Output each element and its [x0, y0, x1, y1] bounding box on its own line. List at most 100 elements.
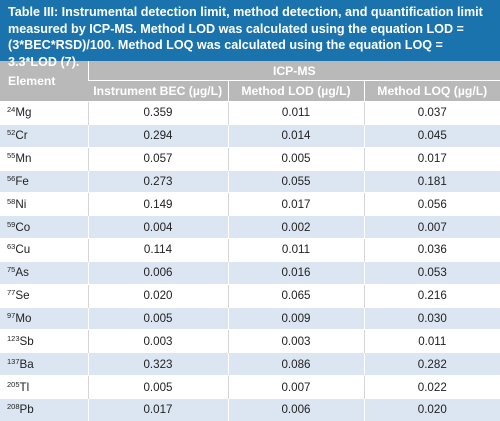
instrument-bec-cell: 0.359	[87, 101, 228, 125]
table-row: 59Co 0.004 0.002 0.007	[0, 215, 500, 239]
element-symbol: Ba	[19, 357, 34, 371]
instrument-bec-cell: 0.149	[87, 192, 228, 216]
element-symbol: Cr	[15, 129, 28, 143]
method-lod-cell: 0.003	[227, 329, 364, 353]
method-loq-cell: 0.056	[363, 192, 500, 216]
method-loq-cell: 0.017	[363, 146, 500, 171]
method-lod-cell: 0.055	[227, 169, 364, 193]
element-cell: 205Tl	[0, 375, 88, 399]
method-loq-cell: 0.036	[363, 238, 500, 262]
element-symbol: Tl	[19, 380, 30, 394]
mass-number: 205	[7, 379, 20, 389]
table-row: 55Mn 0.057 0.005 0.017	[0, 146, 500, 171]
element-cell: 59Co	[0, 215, 88, 239]
method-lod-cell: 0.086	[227, 352, 364, 376]
element-symbol: Ni	[15, 197, 27, 211]
instrument-bec-cell: 0.005	[87, 306, 228, 330]
mass-number: 97	[7, 311, 16, 321]
method-lod-cell: 0.016	[227, 260, 364, 285]
table-body: 24Mg 0.359 0.011 0.037 52Cr 0.294 0.014 0.045 55…	[0, 101, 500, 421]
element-cell: 77Se	[0, 283, 88, 308]
mass-number: 55	[7, 151, 16, 161]
table-row: 75As 0.006 0.016 0.053	[0, 260, 500, 285]
header-icp-ms: ICP-MS	[87, 61, 500, 81]
method-lod-cell: 0.009	[227, 306, 364, 330]
method-lod-cell: 0.005	[227, 146, 364, 171]
method-lod-cell: 0.011	[227, 101, 364, 125]
instrument-bec-cell: 0.294	[87, 123, 228, 148]
instrument-bec-cell: 0.003	[87, 329, 228, 353]
method-loq-cell: 0.007	[363, 215, 500, 239]
method-lod-cell: 0.014	[227, 123, 364, 148]
caption-text: : Instrumental detection limit, method d…	[8, 5, 483, 69]
table-row: 123Sb 0.003 0.003 0.011	[0, 329, 500, 353]
header-element: Element	[0, 61, 88, 102]
method-loq-cell: 0.030	[363, 306, 500, 330]
table-row: 24Mg 0.359 0.011 0.037	[0, 101, 500, 125]
instrument-bec-cell: 0.273	[87, 169, 228, 193]
element-symbol: Fe	[15, 174, 29, 188]
table-row: 97Mo 0.005 0.009 0.030	[0, 306, 500, 330]
table-row: 58Ni 0.149 0.017 0.056	[0, 192, 500, 216]
mass-number: 52	[7, 128, 16, 138]
instrument-bec-cell: 0.114	[87, 238, 228, 262]
table-row: 63Cu 0.114 0.011 0.036	[0, 238, 500, 262]
method-loq-cell: 0.181	[363, 169, 500, 193]
instrument-bec-cell: 0.323	[87, 352, 228, 376]
element-symbol: Sb	[19, 334, 34, 348]
instrument-bec-cell: 0.020	[87, 283, 228, 308]
table-row: 52Cr 0.294 0.014 0.045	[0, 123, 500, 148]
element-cell: 56Fe	[0, 169, 88, 193]
method-lod-cell: 0.011	[227, 238, 364, 262]
element-symbol: Mo	[15, 312, 32, 326]
element-cell: 137Ba	[0, 352, 88, 376]
instrument-bec-cell: 0.004	[87, 215, 228, 239]
detection-limits-table: Element ICP-MS Instrument BEC (µg/L) Met…	[0, 61, 500, 421]
element-cell: 123Sb	[0, 329, 88, 353]
mass-number: 123	[7, 333, 20, 343]
method-lod-cell: 0.065	[227, 283, 364, 308]
instrument-bec-cell: 0.005	[87, 375, 228, 399]
element-symbol: Cu	[15, 243, 31, 257]
header-method-lod: Method LOD (µg/L)	[227, 80, 364, 102]
element-cell: 24Mg	[0, 101, 88, 125]
header-instrument-bec: Instrument BEC (µg/L)	[88, 80, 228, 102]
mass-number: 56	[7, 173, 16, 183]
element-symbol: Se	[15, 289, 30, 303]
element-cell: 97Mo	[0, 306, 88, 330]
element-cell: 63Cu	[0, 238, 88, 262]
header-method-loq: Method LOQ (µg/L)	[363, 80, 500, 102]
element-cell: 55Mn	[0, 146, 88, 171]
mass-number: 24	[7, 105, 16, 115]
table-row: 137Ba 0.323 0.086 0.282	[0, 352, 500, 376]
mass-number: 58	[7, 196, 16, 206]
element-cell: 58Ni	[0, 192, 88, 216]
table-row: 205Tl 0.005 0.007 0.022	[0, 375, 500, 399]
table-row: 77Se 0.020 0.065 0.216	[0, 283, 500, 308]
mass-number: 77	[7, 288, 16, 298]
method-lod-cell: 0.002	[227, 215, 364, 239]
method-lod-cell: 0.017	[227, 192, 364, 216]
method-loq-cell: 0.045	[363, 123, 500, 148]
element-symbol: Co	[15, 220, 31, 234]
element-symbol: Mg	[15, 106, 32, 120]
method-loq-cell: 0.022	[363, 375, 500, 399]
method-loq-cell: 0.216	[363, 283, 500, 308]
element-cell: 52Cr	[0, 123, 88, 148]
mass-number: 59	[7, 219, 16, 229]
element-symbol: Mn	[15, 152, 32, 166]
caption-label: Table III	[8, 5, 54, 19]
method-loq-cell: 0.037	[363, 101, 500, 125]
element-symbol: As	[15, 266, 29, 280]
method-loq-cell: 0.011	[363, 329, 500, 353]
method-loq-cell: 0.282	[363, 352, 500, 376]
mass-number: 75	[7, 265, 16, 275]
mass-number: 63	[7, 242, 16, 252]
method-lod-cell: 0.007	[227, 375, 364, 399]
element-cell: 75As	[0, 260, 88, 285]
mass-number: 137	[7, 356, 20, 366]
table-caption: Table III: Instrumental detection limit,…	[0, 0, 500, 69]
mass-number: 208	[7, 402, 20, 412]
instrument-bec-cell: 0.006	[87, 260, 228, 285]
instrument-bec-cell: 0.057	[87, 146, 228, 171]
